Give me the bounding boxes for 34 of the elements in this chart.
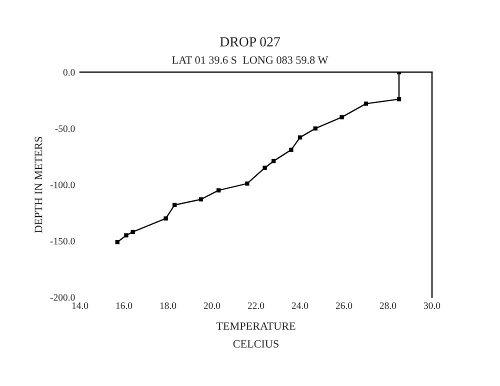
point xyxy=(298,135,302,140)
x-tick-label: 30.0 xyxy=(424,302,440,309)
point xyxy=(396,97,402,102)
point xyxy=(364,102,368,106)
x-tick-label: 28.0 xyxy=(380,302,396,309)
chart-subtitle: LAT 01 39.6 S LONG 083 59.8 W xyxy=(172,56,328,64)
x-tick-label: 16.0 xyxy=(116,302,132,309)
point xyxy=(130,230,135,234)
point xyxy=(164,216,168,221)
y-tick-label: -200.0 xyxy=(50,294,75,301)
point xyxy=(172,202,177,208)
x-tick-label: 20.0 xyxy=(204,302,220,309)
point xyxy=(198,197,204,202)
y-axis-title: DEPTH IN METERS xyxy=(34,136,42,233)
point xyxy=(313,126,318,131)
point xyxy=(272,158,276,164)
x-tick-label: 24.0 xyxy=(292,302,308,309)
y-tick-label: -50.0 xyxy=(55,125,75,132)
point xyxy=(216,188,221,192)
point xyxy=(245,181,250,186)
x-tick-label: 22.0 xyxy=(248,302,264,309)
y-tick-label: -100.0 xyxy=(50,182,75,188)
chart-title: DROP 027 xyxy=(220,37,280,46)
point xyxy=(124,233,128,238)
point xyxy=(262,166,267,170)
y-tick-label: -150.0 xyxy=(50,238,75,244)
y-tick-label: 0.0 xyxy=(63,69,75,76)
x-tick-label: 14.0 xyxy=(72,302,88,309)
x-tick-label: 26.0 xyxy=(336,302,352,309)
x-axis-title: TEMPERATURE CELCIUS xyxy=(216,322,296,348)
point xyxy=(289,148,294,152)
point xyxy=(115,240,120,244)
x-tick-label: 18.0 xyxy=(160,302,176,309)
point xyxy=(340,115,344,120)
